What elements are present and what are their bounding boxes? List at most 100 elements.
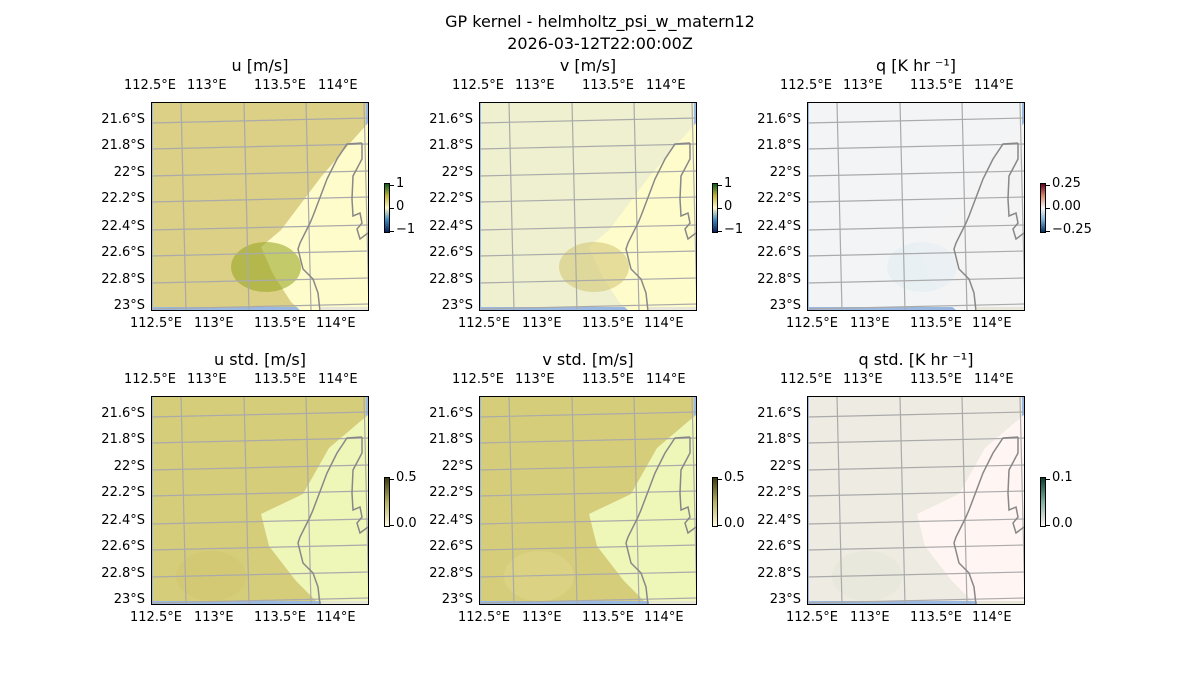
axes-frame <box>151 396 369 605</box>
map-panel <box>151 396 369 605</box>
lat-tick: 22.4°S <box>101 513 145 528</box>
colorbar-tick-label: 1 <box>724 176 733 191</box>
lon-tick-top: 113.5°E <box>582 78 634 93</box>
lat-tick: 23°S <box>113 298 145 313</box>
gridline-lat <box>479 490 697 497</box>
heatmap-plot <box>151 396 369 605</box>
colorbar-tick-label: 0.0 <box>1052 516 1073 531</box>
gridline-lon <box>180 396 187 605</box>
colorbar-tick-mark <box>718 231 722 232</box>
gridline-lat <box>479 464 697 471</box>
colorbar-tick-mark <box>390 185 394 186</box>
lat-tick: 22.6°S <box>429 245 473 260</box>
gridline-lat <box>151 464 369 471</box>
lat-tick: 21.8°S <box>429 432 473 447</box>
lon-tick-bottom: 114°E <box>644 610 684 625</box>
colorbar-tick-label: 0.5 <box>396 470 417 485</box>
lon-tick-top: 113°E <box>843 372 883 387</box>
colorbar-tick-mark <box>390 479 394 480</box>
lat-tick: 21.8°S <box>757 432 801 447</box>
map-panel <box>807 396 1025 605</box>
colorbar <box>1040 183 1046 233</box>
colorbar-tick-mark <box>718 208 722 209</box>
gridline-lon <box>899 396 906 605</box>
heatmap-plot <box>479 396 697 605</box>
coastline <box>297 142 369 311</box>
land-strip <box>977 307 1025 311</box>
gridline-lat <box>807 196 1025 203</box>
lat-tick: 22.2°S <box>101 191 145 206</box>
lat-tick: 22°S <box>769 165 801 180</box>
gridline-lat <box>807 464 1025 471</box>
land-strip <box>977 601 1025 605</box>
colorbar-tick-label: 0 <box>396 199 405 214</box>
gridline-lon <box>243 396 250 605</box>
land-strip <box>649 601 697 605</box>
colorbar-tick-mark <box>718 479 722 480</box>
gridline-lat <box>807 544 1025 551</box>
lat-tick: 22.8°S <box>757 272 801 287</box>
lat-tick: 22°S <box>769 459 801 474</box>
panel-title: v [m/s] <box>559 56 617 75</box>
lon-tick-top: 113.5°E <box>910 372 962 387</box>
gridline-lat <box>151 544 369 551</box>
gridline-lat <box>151 224 369 231</box>
lon-tick-bottom: 112.5°E <box>130 610 182 625</box>
gridline-lat <box>479 518 697 525</box>
gridline-lon <box>508 102 515 311</box>
lat-tick: 23°S <box>441 298 473 313</box>
lat-tick: 22.2°S <box>101 485 145 500</box>
gridline-lat <box>807 571 1025 578</box>
lon-tick-bottom: 113°E <box>522 316 562 331</box>
gridline-lat <box>479 277 697 284</box>
field-low-region <box>917 414 1025 605</box>
lon-tick-bottom: 113°E <box>194 316 234 331</box>
lat-tick: 22.8°S <box>429 566 473 581</box>
lon-tick-top: 113.5°E <box>582 372 634 387</box>
figure-subtitle: 2026-03-12T22:00:00Z <box>507 34 693 53</box>
gridline-lat <box>479 411 697 418</box>
colorbar-tick-mark <box>390 525 394 526</box>
gridline-lat <box>807 437 1025 444</box>
colorbar-tick-mark <box>1046 185 1050 186</box>
gridline-lat <box>479 437 697 444</box>
figure-title: GP kernel - helmholtz_psi_w_matern12 <box>445 12 755 31</box>
colorbar-tick-label: 1 <box>396 176 405 191</box>
lat-tick: 22.8°S <box>101 566 145 581</box>
lat-tick: 22.2°S <box>757 191 801 206</box>
gridline-lat <box>807 224 1025 231</box>
axes-frame <box>807 396 1025 605</box>
lat-tick: 22.6°S <box>429 539 473 554</box>
gridline-lat <box>151 277 369 284</box>
colorbar-tick-mark <box>718 185 722 186</box>
lon-tick-bottom: 113.5°E <box>254 610 306 625</box>
field-low-region <box>261 414 369 605</box>
lat-tick: 22.4°S <box>429 513 473 528</box>
lat-tick: 22.6°S <box>757 539 801 554</box>
gridline-lat <box>479 544 697 551</box>
lon-tick-bottom: 112.5°E <box>786 610 838 625</box>
axes-frame <box>479 396 697 605</box>
gridline-lat <box>151 250 369 257</box>
lon-tick-top: 113.5°E <box>254 372 306 387</box>
lon-tick-top: 112.5°E <box>452 78 504 93</box>
lat-tick: 22.4°S <box>429 219 473 234</box>
panel-title: q std. [K hr ⁻¹] <box>858 350 974 369</box>
lat-tick: 22°S <box>441 459 473 474</box>
lon-tick-top: 114°E <box>974 372 1014 387</box>
lat-tick: 21.6°S <box>757 112 801 127</box>
panel-title: u [m/s] <box>231 56 289 75</box>
gridline-lat <box>479 170 697 177</box>
gridline-lat <box>807 117 1025 124</box>
gridline-lat <box>151 490 369 497</box>
lon-tick-bottom: 112.5°E <box>130 316 182 331</box>
lat-tick: 21.6°S <box>757 406 801 421</box>
lat-tick: 22.2°S <box>757 485 801 500</box>
lon-tick-top: 114°E <box>318 78 358 93</box>
gridline-lat <box>807 143 1025 150</box>
lat-tick: 23°S <box>441 592 473 607</box>
lat-tick: 22.4°S <box>101 219 145 234</box>
gridline-lat <box>807 518 1025 525</box>
gridline-lat <box>479 117 697 124</box>
lon-tick-bottom: 113°E <box>850 316 890 331</box>
